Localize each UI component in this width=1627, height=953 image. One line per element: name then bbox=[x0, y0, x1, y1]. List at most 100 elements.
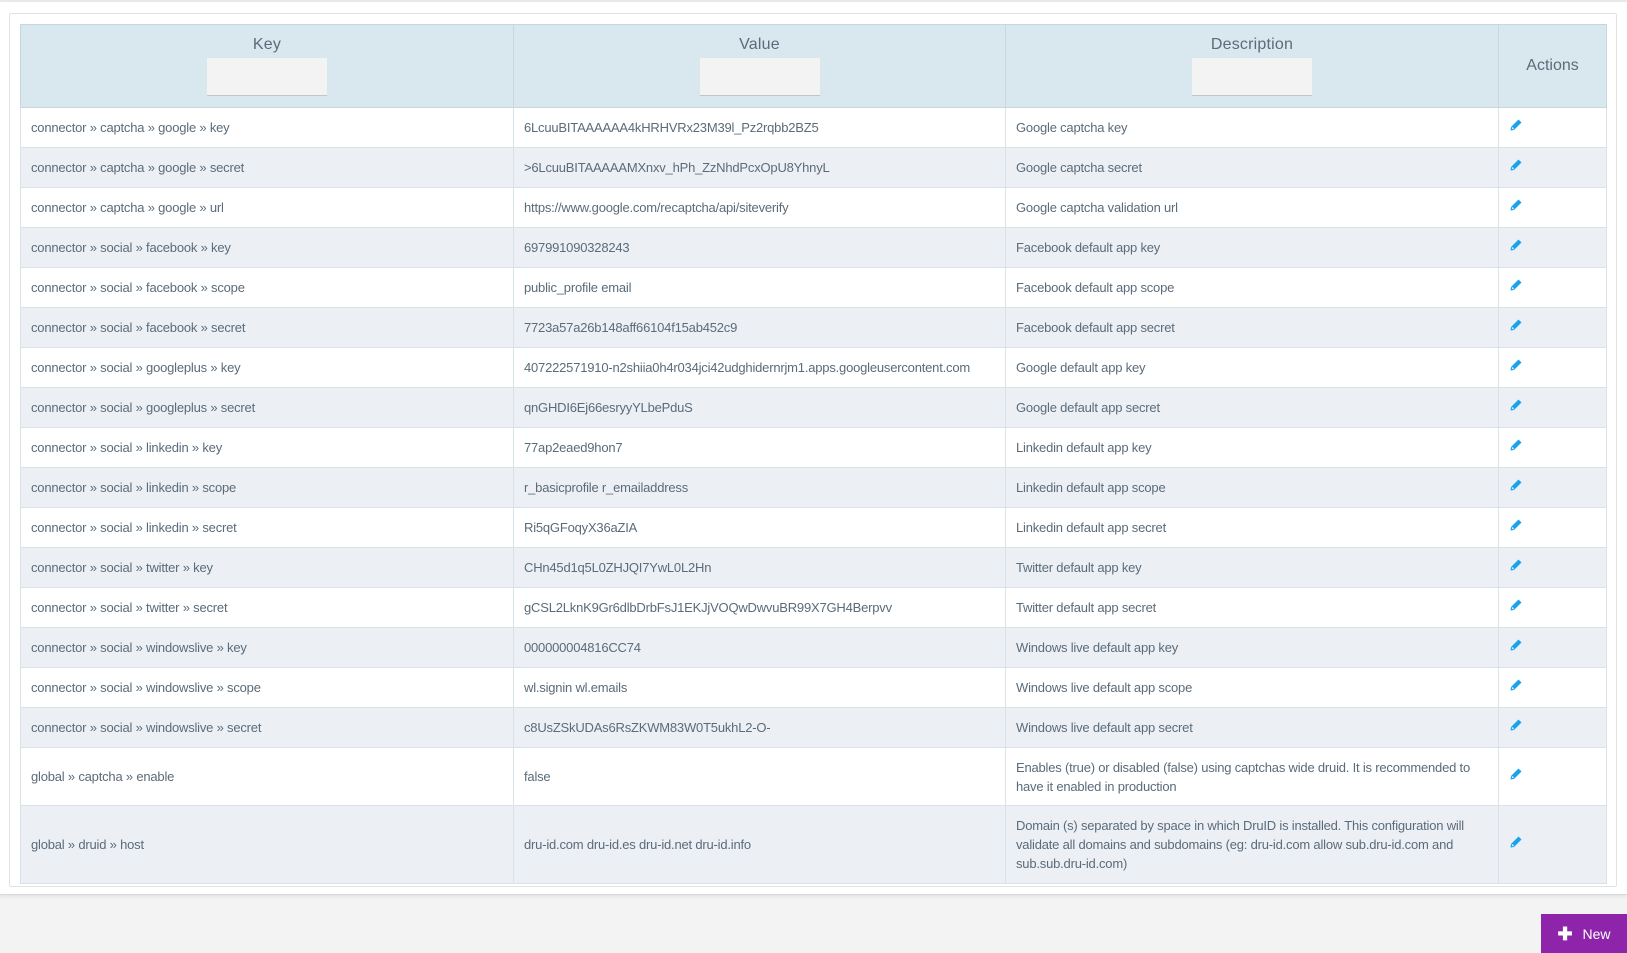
table-row: connector » social » linkedin » scope r_b… bbox=[20, 467, 1607, 508]
pencil-icon[interactable] bbox=[1509, 558, 1523, 572]
pencil-icon[interactable] bbox=[1509, 398, 1523, 412]
pencil-icon[interactable] bbox=[1509, 278, 1523, 292]
actions-cell bbox=[1498, 805, 1607, 884]
pencil-icon[interactable] bbox=[1509, 835, 1523, 849]
pencil-icon[interactable] bbox=[1509, 478, 1523, 492]
settings-card: Key Value Description Actions connector … bbox=[9, 13, 1617, 887]
value-header-label: Value bbox=[739, 36, 780, 53]
description-cell: Enables (true) or disabled (false) using… bbox=[1005, 747, 1499, 806]
new-button-label: New bbox=[1582, 925, 1611, 942]
table-row: connector » social » linkedin » key 77ap2… bbox=[20, 427, 1607, 468]
actions-cell bbox=[1498, 667, 1607, 708]
value-cell: false bbox=[513, 747, 1006, 806]
top-divider bbox=[0, 0, 1627, 2]
description-cell: Facebook default app key bbox=[1005, 227, 1499, 268]
table-row: connector » captcha » google » secret >6L… bbox=[20, 147, 1607, 188]
actions-cell bbox=[1498, 467, 1607, 508]
plus-icon: ✚ bbox=[1557, 923, 1573, 944]
description-cell: Google default app secret bbox=[1005, 387, 1499, 428]
actions-cell bbox=[1498, 187, 1607, 228]
table-row: connector » social » facebook » secret 77… bbox=[20, 307, 1607, 348]
pencil-icon[interactable] bbox=[1509, 358, 1523, 372]
table-row: connector » social » twitter » key CHn45d… bbox=[20, 547, 1607, 588]
pencil-icon[interactable] bbox=[1509, 678, 1523, 692]
description-cell: Google default app key bbox=[1005, 347, 1499, 388]
value-cell: qnGHDI6Ej66esryyYLbePduS bbox=[513, 387, 1006, 428]
key-cell: connector » social » linkedin » secret bbox=[20, 507, 514, 548]
value-cell: 407222571910-n2shiia0h4r034jci42udghider… bbox=[513, 347, 1006, 388]
table-header-row: Key Value Description Actions bbox=[20, 24, 1607, 108]
value-cell: dru-id.com dru-id.es dru-id.net dru-id.i… bbox=[513, 805, 1006, 884]
pencil-icon[interactable] bbox=[1509, 158, 1523, 172]
value-cell: c8UsZSkUDAs6RsZKWM83W0T5ukhL2-O- bbox=[513, 707, 1006, 748]
description-cell: Windows live default app key bbox=[1005, 627, 1499, 668]
key-cell: global » druid » host bbox=[20, 805, 514, 884]
value-cell: CHn45d1q5L0ZHJQI7YwL0L2Hn bbox=[513, 547, 1006, 588]
key-cell: connector » social » windowslive » secre… bbox=[20, 707, 514, 748]
new-button[interactable]: ✚ New bbox=[1541, 914, 1627, 953]
actions-cell bbox=[1498, 267, 1607, 308]
table-row: connector » social » googleplus » secret… bbox=[20, 387, 1607, 428]
table-row: connector » social » facebook » key 69799… bbox=[20, 227, 1607, 268]
actions-cell bbox=[1498, 707, 1607, 748]
table-row: connector » social » windowslive » key 00… bbox=[20, 627, 1607, 668]
actions-cell bbox=[1498, 587, 1607, 628]
description-cell: Linkedin default app secret bbox=[1005, 507, 1499, 548]
pencil-icon[interactable] bbox=[1509, 638, 1523, 652]
value-filter-input[interactable] bbox=[699, 58, 820, 96]
description-cell: Windows live default app scope bbox=[1005, 667, 1499, 708]
key-cell: connector » social » linkedin » scope bbox=[20, 467, 514, 508]
table-row: connector » social » linkedin » secret Ri… bbox=[20, 507, 1607, 548]
key-cell: connector » social » facebook » key bbox=[20, 227, 514, 268]
description-cell: Facebook default app secret bbox=[1005, 307, 1499, 348]
table-row: connector » captcha » google » url https:… bbox=[20, 187, 1607, 228]
key-cell: connector » social » twitter » secret bbox=[20, 587, 514, 628]
description-cell: Linkedin default app scope bbox=[1005, 467, 1499, 508]
table-row: connector » social » facebook » scope pub… bbox=[20, 267, 1607, 308]
actions-cell bbox=[1498, 547, 1607, 588]
actions-cell bbox=[1498, 107, 1607, 148]
pencil-icon[interactable] bbox=[1509, 118, 1523, 132]
actions-cell bbox=[1498, 387, 1607, 428]
actions-cell bbox=[1498, 227, 1607, 268]
pencil-icon[interactable] bbox=[1509, 718, 1523, 732]
value-cell: 77ap2eaed9hon7 bbox=[513, 427, 1006, 468]
key-header-label: Key bbox=[252, 36, 282, 53]
actions-cell bbox=[1498, 747, 1607, 806]
value-cell: Ri5qGFoqyX36aZIA bbox=[513, 507, 1006, 548]
table-row: connector » social » googleplus » key 407… bbox=[20, 347, 1607, 388]
pencil-icon[interactable] bbox=[1509, 767, 1523, 781]
actions-cell bbox=[1498, 427, 1607, 468]
value-cell: 697991090328243 bbox=[513, 227, 1006, 268]
key-cell: global » captcha » enable bbox=[20, 747, 514, 806]
description-cell: Domain (s) separated by space in which D… bbox=[1005, 805, 1499, 884]
value-cell: https://www.google.com/recaptcha/api/sit… bbox=[513, 187, 1006, 228]
description-filter-input[interactable] bbox=[1192, 58, 1312, 96]
settings-table: Key Value Description Actions connector … bbox=[20, 24, 1607, 884]
value-cell: wl.signin wl.emails bbox=[513, 667, 1006, 708]
pencil-icon[interactable] bbox=[1509, 318, 1523, 332]
table-row: connector » social » windowslive » scope… bbox=[20, 667, 1607, 708]
actions-cell bbox=[1498, 147, 1607, 188]
pencil-icon[interactable] bbox=[1509, 518, 1523, 532]
value-cell: r_basicprofile r_emailaddress bbox=[513, 467, 1006, 508]
description-cell: Windows live default app secret bbox=[1005, 707, 1499, 748]
description-cell: Linkedin default app key bbox=[1005, 427, 1499, 468]
table-row: connector » social » twitter » secret gCS… bbox=[20, 587, 1607, 628]
actions-cell bbox=[1498, 627, 1607, 668]
value-cell: gCSL2LknK9Gr6dlbDrbFsJ1EKJjVOQwDwvuBR99X… bbox=[513, 587, 1006, 628]
description-cell: Google captcha key bbox=[1005, 107, 1499, 148]
value-cell: 000000004816CC74 bbox=[513, 627, 1006, 668]
key-cell: connector » social » facebook » scope bbox=[20, 267, 514, 308]
key-filter-input[interactable] bbox=[207, 58, 327, 96]
key-cell: connector » social » facebook » secret bbox=[20, 307, 514, 348]
pencil-icon[interactable] bbox=[1509, 198, 1523, 212]
pencil-icon[interactable] bbox=[1509, 438, 1523, 452]
table-body: connector » captcha » google » key 6LcuuB… bbox=[20, 107, 1607, 884]
table-row: connector » social » windowslive » secre… bbox=[20, 707, 1607, 748]
value-cell: 7723a57a26b148aff66104f15ab452c9 bbox=[513, 307, 1006, 348]
value-cell: >6LcuuBITAAAAAMXnxv_hPh_ZzNhdPcxOpU8Yhny… bbox=[513, 147, 1006, 188]
pencil-icon[interactable] bbox=[1509, 598, 1523, 612]
key-cell: connector » social » linkedin » key bbox=[20, 427, 514, 468]
pencil-icon[interactable] bbox=[1509, 238, 1523, 252]
